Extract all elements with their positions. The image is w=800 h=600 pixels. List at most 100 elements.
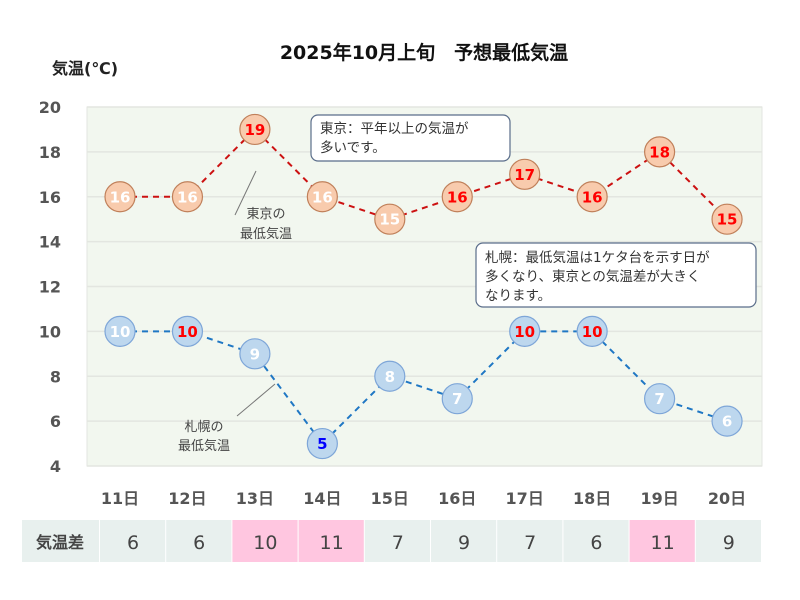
temperature-difference-table: 気温差 6 6 10 11 7 9 7 6 11 9 — [22, 520, 761, 562]
y-tick-label: 20 — [39, 98, 61, 117]
x-tick-label: 16日 — [438, 489, 476, 508]
sapporo-data-label: 7 — [452, 390, 462, 408]
diff-value: 6 — [127, 532, 139, 554]
y-tick-label: 16 — [39, 188, 61, 207]
sapporo-annotation-line: 多くなり、東京との気温差が大きく — [485, 268, 700, 285]
sapporo-marker — [643, 383, 676, 415]
sapporo-marker — [576, 315, 608, 347]
tokyo-data-label: 15 — [717, 211, 738, 229]
sapporo-series: 10 10 9 5 8 7 10 10 7 6 — [104, 315, 743, 460]
x-tick-label: 12日 — [168, 489, 206, 508]
tokyo-data-label: 16 — [582, 188, 603, 206]
y-tick-label: 18 — [39, 143, 61, 162]
annotations: 東京：平年以上の気温が 多いです。 札幌：最低気温は1ケタ台を示す日が 多くなり… — [310, 114, 757, 308]
diff-cell — [629, 520, 695, 562]
sapporo-data-label: 6 — [722, 413, 732, 431]
tokyo-marker — [643, 136, 676, 168]
diff-cell — [364, 520, 430, 562]
sapporo-marker — [104, 315, 136, 347]
sapporo-callout-text: 最低気温 — [178, 438, 230, 454]
y-tick-label: 14 — [39, 233, 61, 252]
diff-value: 6 — [590, 532, 602, 554]
sapporo-marker — [509, 315, 541, 347]
tokyo-marker — [711, 203, 743, 235]
diff-value: 7 — [392, 532, 404, 554]
tokyo-data-label: 16 — [110, 188, 131, 206]
sapporo-marker — [171, 315, 204, 347]
sapporo-annotation-box — [475, 242, 757, 308]
tokyo-marker — [306, 181, 338, 213]
tokyo-line — [120, 128, 728, 221]
x-tick-label: 11日 — [101, 489, 139, 508]
sapporo-annotation-line: なります。 — [485, 288, 551, 304]
tokyo-data-label: 16 — [447, 188, 468, 206]
diff-cell — [497, 520, 563, 562]
tokyo-annotation-line: 東京：平年以上の気温が — [320, 121, 469, 137]
diff-value: 9 — [723, 532, 735, 554]
diff-value: 7 — [524, 532, 536, 554]
sapporo-data-label: 10 — [582, 323, 603, 341]
sapporo-data-label: 10 — [514, 323, 535, 341]
sapporo-data-label: 9 — [250, 345, 260, 363]
tokyo-data-label: 19 — [244, 121, 265, 139]
diff-cell — [695, 520, 761, 562]
chart-title: 2025年10月上旬 予想最低気温 — [280, 41, 568, 64]
diff-value: 11 — [651, 532, 675, 554]
y-tick-label: 12 — [39, 278, 61, 297]
sapporo-line — [120, 330, 728, 446]
diff-cell — [232, 520, 298, 562]
diff-value: 11 — [320, 532, 344, 554]
sapporo-data-label: 8 — [385, 368, 395, 386]
tokyo-marker — [239, 113, 271, 146]
x-tick-label: 15日 — [371, 489, 409, 508]
sapporo-data-label: 10 — [177, 323, 198, 341]
tokyo-callout-leader — [234, 170, 257, 216]
diff-cell — [100, 520, 166, 562]
diff-table-header: 気温差 — [36, 533, 84, 552]
x-tick-label: 20日 — [708, 489, 746, 508]
sapporo-data-label: 7 — [654, 390, 664, 408]
tokyo-callout-text: 東京の — [246, 206, 285, 222]
tokyo-marker — [171, 181, 204, 213]
diff-value: 6 — [193, 532, 205, 554]
tokyo-data-label: 16 — [312, 188, 333, 206]
sapporo-callout-text: 札幌の — [184, 419, 223, 435]
sapporo-marker — [441, 383, 473, 415]
diff-cell — [166, 520, 232, 562]
sapporo-data-label: 5 — [317, 435, 327, 453]
y-axis-ticks: 20 18 16 14 12 10 8 6 4 — [39, 98, 61, 476]
x-tick-label: 19日 — [640, 489, 678, 508]
tokyo-marker — [441, 181, 473, 213]
diff-cell — [298, 520, 364, 562]
y-axis-label: 気温(℃) — [52, 59, 118, 78]
sapporo-marker — [239, 338, 271, 370]
sapporo-marker — [374, 360, 406, 392]
x-tick-label: 13日 — [236, 489, 274, 508]
tokyo-callout-text: 最低気温 — [240, 226, 292, 242]
x-tick-label: 14日 — [303, 489, 341, 508]
tokyo-data-label: 18 — [649, 143, 670, 161]
tokyo-marker — [104, 181, 136, 213]
diff-table-header-cell — [22, 520, 99, 562]
x-axis-ticks: 11日 12日 13日 14日 15日 16日 17日 18日 19日 20日 — [101, 489, 746, 508]
diff-value: 10 — [253, 532, 277, 554]
diff-cell — [431, 520, 497, 562]
x-tick-label: 17日 — [506, 489, 544, 508]
y-tick-label: 10 — [39, 322, 61, 341]
tokyo-data-label: 17 — [514, 166, 535, 184]
sapporo-annotation-line: 札幌：最低気温は1ケタ台を示す日が — [485, 250, 710, 266]
gridlines — [87, 106, 762, 467]
y-tick-label: 8 — [50, 367, 61, 386]
tokyo-series: 16 16 19 16 15 16 17 16 18 15 — [104, 113, 743, 235]
diff-cell — [563, 520, 629, 562]
tokyo-annotation-line: 多いです。 — [320, 139, 386, 156]
tokyo-marker — [374, 203, 406, 235]
y-tick-label: 4 — [50, 457, 61, 476]
tokyo-data-label: 15 — [379, 211, 400, 229]
sapporo-callout-leader — [236, 383, 276, 417]
tokyo-marker — [576, 181, 608, 213]
sapporo-data-label: 10 — [110, 323, 131, 341]
series-group: 16 16 19 16 15 16 17 16 18 15 10 10 9 5 8 7 10 10 7 6 — [104, 113, 743, 460]
callouts: 東京の 最低気温 札幌の 最低気温 — [178, 170, 292, 454]
